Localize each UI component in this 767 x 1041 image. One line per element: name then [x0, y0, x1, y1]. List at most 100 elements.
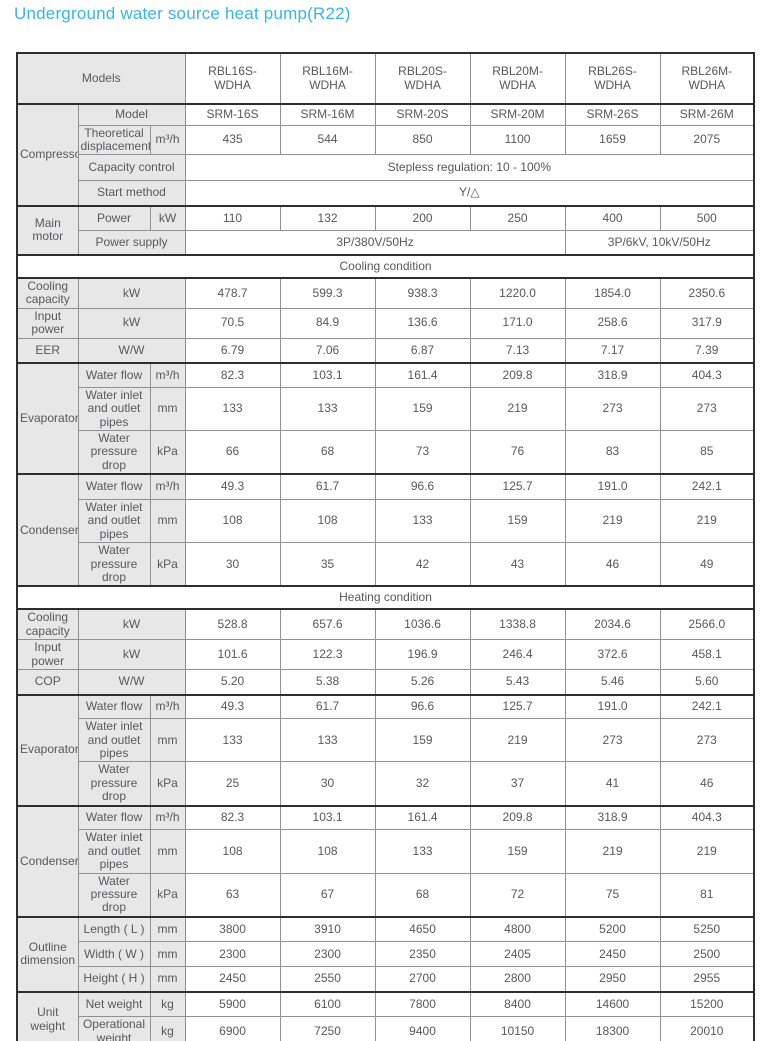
value-cell: 133 [184, 718, 281, 763]
value-cell: 850 [374, 124, 471, 156]
value-cell: 242.1 [659, 473, 755, 500]
value-cell: 159 [374, 386, 471, 431]
value-cell: 5.26 [374, 669, 471, 696]
value-cell: 108 [279, 829, 376, 874]
group-outline-dimension: Outline dimension [16, 915, 79, 993]
value-cell: 132 [279, 204, 376, 232]
row-unit: kW [77, 639, 186, 671]
value-cell: 72 [469, 872, 566, 918]
value-cell: 30 [279, 761, 376, 807]
value-cell: 70.5 [184, 307, 281, 339]
value-cell: 5200 [564, 915, 661, 943]
value-cell: 246.4 [469, 639, 566, 671]
value-cell: 68 [374, 872, 471, 918]
value-cell: 2566.0 [659, 608, 755, 641]
value-cell: 96.6 [374, 473, 471, 500]
value-cell: 938.3 [374, 276, 471, 309]
value-cell: 2350.6 [659, 276, 755, 309]
value-cell: 2550 [279, 966, 376, 993]
value-cell: 7250 [279, 1016, 376, 1041]
group-unit-weight: Unit weight [16, 990, 79, 1041]
row-label: Power [77, 204, 151, 232]
model-column-header: RBL20M- WDHA [469, 52, 566, 105]
group-condenser: Condenser [16, 473, 79, 587]
value-cell: 250 [469, 204, 566, 232]
value-cell: SRM-20S [374, 103, 471, 126]
value-cell: 7.17 [564, 337, 661, 364]
table-row: Condenser Water flow m³/h 82.3 103.1 161… [16, 804, 755, 918]
value-cell: 2300 [279, 941, 376, 968]
row-label: Water pressure drop [77, 761, 151, 807]
row-unit: mm [149, 915, 186, 943]
value-cell: 159 [374, 718, 471, 763]
row-unit: kg [149, 1016, 186, 1041]
row-label: Water flow [77, 693, 151, 720]
value-cell: 657.6 [279, 608, 376, 641]
model-column-header: RBL16S- WDHA [184, 52, 281, 105]
table-row: Outline dimension Length ( L ) mm 3800 3… [16, 915, 755, 993]
value-cell: 159 [469, 498, 566, 544]
value-cell: 159 [469, 829, 566, 874]
page-title: Underground water source heat pump(R22) [14, 4, 351, 23]
table-row: COP W/W 5.20 5.38 5.26 5.43 5.46 5.60 [16, 669, 755, 696]
value-cell: 219 [564, 829, 661, 874]
section-title: Heating condition [16, 585, 755, 610]
table-row: Water pressure drop kPa 30 35 42 43 46 4… [17, 542, 755, 587]
value-cell: 6.87 [374, 337, 471, 364]
value-cell: 273 [564, 386, 661, 431]
value-cell: 4800 [469, 915, 566, 943]
value-cell: 258.6 [564, 307, 661, 339]
value-cell: 2034.6 [564, 608, 661, 641]
value-cell: 6.79 [184, 337, 281, 364]
value-cell: 2300 [184, 941, 281, 968]
value-cell: 5.38 [279, 669, 376, 696]
table-row: Main motor Power kW 110 132 200 250 400 … [16, 204, 755, 256]
value-cell: 133 [279, 386, 376, 431]
row-unit: m³/h [149, 362, 186, 388]
value-cell: 25 [184, 761, 281, 807]
value-cell: 1100 [469, 124, 566, 156]
value-cell: 7.13 [469, 337, 566, 364]
value-cell: 133 [279, 718, 376, 763]
table-row: Theoretical displacement m³/h 435 544 85… [17, 124, 755, 156]
row-unit: W/W [77, 669, 186, 696]
value-cell: 133 [374, 498, 471, 544]
value-cell: 49.3 [184, 473, 281, 500]
row-label: Water pressure drop [77, 429, 151, 475]
value-cell: 35 [279, 542, 376, 587]
value-cell: 219 [659, 498, 755, 544]
value-cell: 219 [469, 386, 566, 431]
row-label: Capacity control [77, 154, 186, 182]
model-column-header: RBL20S- WDHA [374, 52, 471, 105]
value-cell: 200 [374, 204, 471, 232]
table-row: Start method Y/△ [17, 180, 755, 207]
value-cell: 122.3 [279, 639, 376, 671]
value-cell: 67 [279, 872, 376, 918]
value-cell: 7.06 [279, 337, 376, 364]
value-cell: 8400 [469, 990, 566, 1018]
value-cell: 317.9 [659, 307, 755, 339]
row-label: Width ( W ) [77, 941, 151, 968]
value-cell: 37 [469, 761, 566, 807]
value-cell: 110 [184, 204, 281, 232]
value-cell: 49.3 [184, 693, 281, 720]
table-row: Unit weight Net weight kg 5900 6100 7800… [16, 990, 755, 1041]
section-row-heating: Heating condition [16, 585, 755, 610]
group-evaporator: Evaporator [16, 693, 79, 807]
group-compressor: Compressor [16, 103, 79, 207]
value-cell: 125.7 [469, 693, 566, 720]
value-cell: 5900 [184, 990, 281, 1018]
table-row: Water inlet and outlet pipes mm 108 108 … [17, 498, 755, 544]
table-row: Water inlet and outlet pipes mm 133 133 … [17, 386, 755, 431]
value-cell: 108 [184, 498, 281, 544]
row-label: Height ( H ) [77, 966, 151, 993]
value-cell: 133 [184, 386, 281, 431]
row-label: Water inlet and outlet pipes [77, 498, 151, 544]
row-label: Cooling capacity [16, 608, 79, 641]
value-cell: 478.7 [184, 276, 281, 309]
value-cell: 9400 [374, 1016, 471, 1041]
table-row: Water pressure drop kPa 63 67 68 72 75 8… [17, 872, 755, 918]
value-cell: 81 [659, 872, 755, 918]
value-cell: 219 [469, 718, 566, 763]
value-cell: 30 [184, 542, 281, 587]
